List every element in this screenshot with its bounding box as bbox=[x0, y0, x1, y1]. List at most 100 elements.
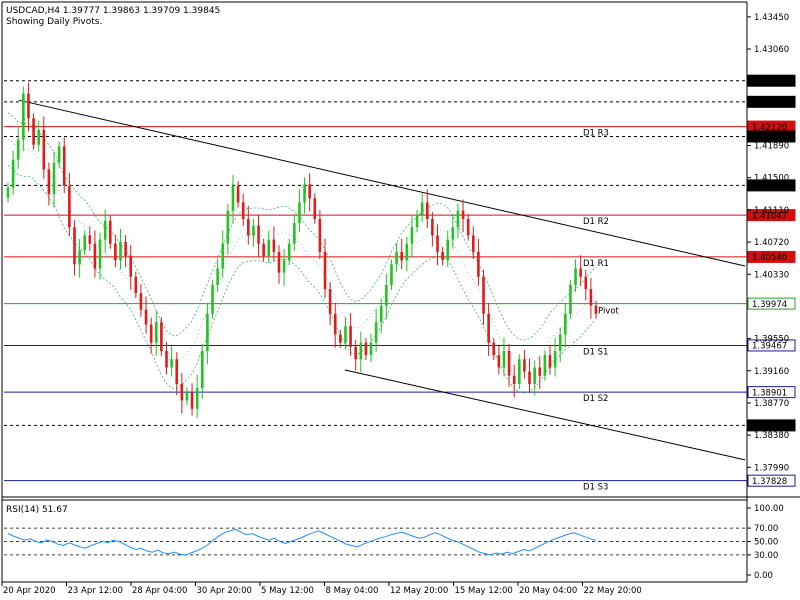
candle-body-3 bbox=[22, 93, 25, 140]
candle-body-66 bbox=[344, 326, 347, 343]
candle-body-94 bbox=[487, 313, 490, 343]
candle-body-89 bbox=[461, 210, 465, 219]
rsi-tick-label-3: 30.00 bbox=[754, 551, 778, 561]
candle-body-76 bbox=[395, 251, 398, 265]
level-value-7: 1.39974 bbox=[752, 300, 787, 310]
candle-body-21 bbox=[114, 243, 117, 261]
candle-body-98 bbox=[507, 350, 511, 376]
level-value-1: 1.42420 bbox=[752, 98, 787, 108]
level-box-0 bbox=[747, 74, 796, 87]
candle-body-48 bbox=[252, 225, 255, 236]
time-tick-label-2: 28 Apr 04:00 bbox=[132, 586, 187, 596]
level-tag-7: Pivot bbox=[598, 307, 620, 317]
trendline-1 bbox=[344, 369, 746, 461]
candle-body-75 bbox=[390, 264, 393, 285]
time-tick-label-5: 8 May 04:00 bbox=[326, 586, 379, 596]
candle-body-56 bbox=[293, 223, 296, 244]
price-tick-label-2: 1.42420 bbox=[754, 98, 789, 108]
candle-body-42 bbox=[221, 243, 225, 269]
candle-body-73 bbox=[379, 305, 383, 323]
level-tag-6: D1 R1 bbox=[583, 259, 609, 269]
candle-body-61 bbox=[318, 218, 322, 252]
candle-body-38 bbox=[200, 350, 204, 389]
rsi-tick-label-1: 70.00 bbox=[754, 524, 778, 534]
price-tick-label-8: 1.39550 bbox=[754, 335, 789, 345]
level-value-2: 1.42120 bbox=[752, 123, 787, 133]
price-tick-label-5: 1.41110 bbox=[754, 206, 789, 216]
candle-body-35 bbox=[185, 392, 189, 401]
price-tick-label-1: 1.43060 bbox=[754, 45, 789, 55]
trendline-0 bbox=[18, 99, 746, 267]
price-tick-label-9: 1.39160 bbox=[754, 367, 789, 377]
level-value-11: 1.37828 bbox=[752, 477, 787, 487]
level-box-10 bbox=[747, 419, 796, 432]
candle-body-107 bbox=[553, 350, 557, 368]
candle-body-97 bbox=[502, 350, 506, 368]
candle-body-67 bbox=[349, 326, 352, 347]
level-value-10: 1.38498 bbox=[752, 422, 787, 432]
candle-body-115 bbox=[594, 305, 598, 314]
candle-body-46 bbox=[241, 202, 245, 219]
trend-lines bbox=[18, 99, 746, 461]
level-tag-9: D1 S2 bbox=[583, 394, 608, 404]
candle-body-36 bbox=[190, 392, 194, 409]
candle-body-92 bbox=[477, 251, 480, 277]
candle-body-105 bbox=[543, 355, 547, 376]
candle-body-45 bbox=[236, 185, 240, 203]
candle-body-88 bbox=[456, 210, 460, 228]
level-box-11 bbox=[747, 474, 796, 487]
candle-body-17 bbox=[93, 243, 97, 269]
rsi-tick-label-4: 0.00 bbox=[754, 571, 773, 581]
upper-band bbox=[7, 112, 597, 341]
candle-body-79 bbox=[410, 227, 414, 244]
candle-body-100 bbox=[518, 359, 521, 384]
candle-body-18 bbox=[98, 239, 102, 269]
candle-body-41 bbox=[216, 268, 219, 285]
candle-body-72 bbox=[374, 322, 378, 343]
level-box-5 bbox=[747, 209, 796, 222]
candle-body-102 bbox=[528, 371, 531, 384]
candle-body-47 bbox=[247, 218, 250, 236]
candle-body-110 bbox=[569, 284, 572, 314]
time-tick-label-7: 15 May 12:00 bbox=[455, 586, 513, 596]
candle-body-80 bbox=[415, 214, 419, 228]
time-tick-label-1: 23 Apr 12:00 bbox=[68, 586, 123, 596]
candle-body-23 bbox=[124, 242, 127, 257]
candle-body-59 bbox=[308, 184, 311, 199]
candle-body-54 bbox=[282, 260, 286, 273]
price-tick-label-10: 1.38770 bbox=[754, 399, 789, 409]
level-box-3 bbox=[747, 130, 796, 143]
price-tick-label-0: 1.43450 bbox=[754, 13, 789, 23]
candle-body-27 bbox=[144, 309, 148, 325]
candle-body-33 bbox=[175, 359, 179, 384]
candle-body-19 bbox=[103, 220, 107, 240]
level-tag-2: D1 R3 bbox=[583, 129, 609, 139]
level-value-8: 1.39467 bbox=[752, 342, 787, 352]
candle-body-40 bbox=[211, 284, 214, 314]
price-tick-label-12: 1.37990 bbox=[754, 463, 789, 473]
candle-body-20 bbox=[108, 220, 112, 244]
rsi-tick-label-2: 50.00 bbox=[754, 538, 778, 548]
level-box-4 bbox=[747, 179, 796, 192]
candle-body-53 bbox=[277, 251, 281, 273]
middle-band bbox=[7, 138, 597, 367]
candle-body-26 bbox=[139, 293, 143, 310]
candle-body-109 bbox=[564, 313, 567, 335]
candle-body-68 bbox=[354, 346, 357, 360]
rsi-label: RSI(14) 51.67 bbox=[6, 505, 68, 515]
candle-body-25 bbox=[134, 276, 138, 294]
level-tag-8: D1 S1 bbox=[583, 347, 608, 357]
candle-body-90 bbox=[466, 218, 470, 236]
candle-body-111 bbox=[574, 268, 577, 285]
candle-body-32 bbox=[170, 359, 173, 368]
candle-body-108 bbox=[558, 334, 562, 351]
candle-body-2 bbox=[16, 139, 20, 160]
price-tick-label-11: 1.38380 bbox=[754, 431, 789, 441]
candle-body-114 bbox=[589, 289, 593, 306]
candle-body-103 bbox=[533, 367, 536, 384]
candle-body-74 bbox=[385, 284, 388, 306]
level-box-7 bbox=[747, 297, 796, 310]
candle-body-64 bbox=[333, 313, 337, 335]
level-value-0: 1.42676 bbox=[752, 77, 787, 87]
